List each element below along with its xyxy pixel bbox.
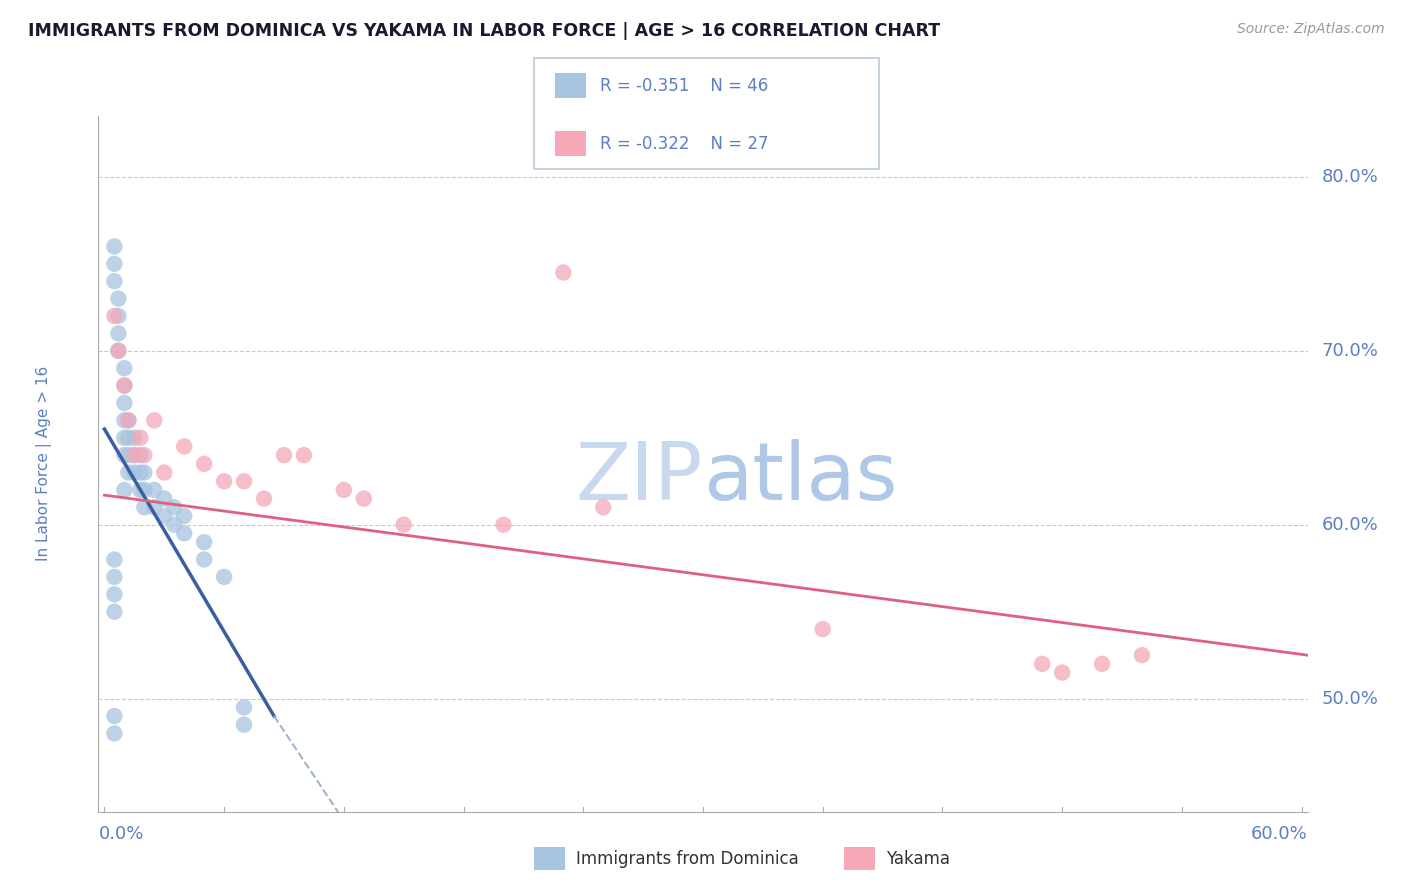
Point [163,500,186,515]
Point [553,265,575,279]
Point [117,413,139,427]
Point [112,413,135,427]
Point [1130,648,1153,662]
Point [103,257,125,271]
Text: R = -0.351    N = 46: R = -0.351 N = 46 [600,77,769,95]
Point [492,517,515,532]
Point [112,483,135,497]
Point [103,552,125,566]
Point [143,413,166,427]
Point [233,700,256,714]
Point [173,508,195,523]
Text: 80.0%: 80.0% [1322,168,1378,186]
Point [129,483,152,497]
Text: R = -0.322    N = 27: R = -0.322 N = 27 [600,135,769,153]
Point [107,343,129,358]
Point [124,448,146,462]
Point [124,431,146,445]
Point [153,466,176,480]
Point [124,466,146,480]
Point [1031,657,1053,671]
Point [117,431,139,445]
Point [811,622,834,636]
Point [173,526,195,541]
Point [112,396,135,410]
Point [592,500,614,515]
Text: 60.0%: 60.0% [1251,825,1308,843]
Point [129,448,152,462]
Text: ZIP: ZIP [575,439,703,516]
Point [112,431,135,445]
Text: In Labor Force | Age > 16: In Labor Force | Age > 16 [37,367,52,561]
Point [143,483,166,497]
Point [112,378,135,392]
Point [1091,657,1114,671]
Point [193,535,215,549]
Point [333,483,356,497]
Point [212,570,235,584]
Point [103,709,125,723]
Point [112,378,135,392]
Text: Yakama: Yakama [886,849,950,868]
Point [134,448,156,462]
Text: IMMIGRANTS FROM DOMINICA VS YAKAMA IN LABOR FORCE | AGE > 16 CORRELATION CHART: IMMIGRANTS FROM DOMINICA VS YAKAMA IN LA… [28,22,941,40]
Point [129,431,152,445]
Point [112,448,135,462]
Point [353,491,375,506]
Point [193,552,215,566]
Point [103,309,125,323]
Point [103,726,125,740]
Point [117,466,139,480]
Point [143,500,166,515]
Text: Source: ZipAtlas.com: Source: ZipAtlas.com [1237,22,1385,37]
Point [153,508,176,523]
Point [112,361,135,376]
Point [292,448,315,462]
Point [134,466,156,480]
Text: 50.0%: 50.0% [1322,690,1378,707]
Point [163,517,186,532]
Point [134,483,156,497]
Point [173,439,195,453]
Text: 70.0%: 70.0% [1322,342,1378,359]
Point [103,587,125,601]
Point [233,717,256,731]
Point [124,448,146,462]
Point [153,491,176,506]
Point [117,448,139,462]
Point [134,500,156,515]
Text: 0.0%: 0.0% [98,825,143,843]
Point [107,309,129,323]
Point [117,413,139,427]
Text: Immigrants from Dominica: Immigrants from Dominica [576,849,799,868]
Point [273,448,295,462]
Point [107,292,129,306]
Point [253,491,276,506]
Point [193,457,215,471]
Text: 60.0%: 60.0% [1322,516,1378,533]
Point [103,605,125,619]
Point [103,570,125,584]
Point [1050,665,1073,680]
Point [103,239,125,253]
Point [107,343,129,358]
Point [129,466,152,480]
Point [392,517,415,532]
Point [212,474,235,488]
Point [103,274,125,288]
Point [233,474,256,488]
Point [107,326,129,341]
Text: atlas: atlas [703,439,897,516]
